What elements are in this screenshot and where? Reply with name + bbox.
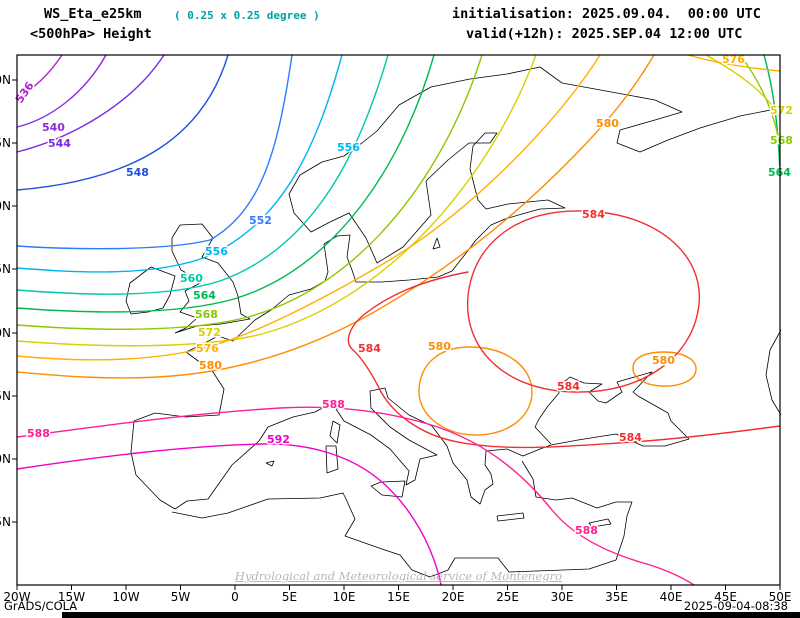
coastline [174,371,690,510]
coastline [265,460,275,467]
contour-label-556: 556 [205,245,228,258]
contour-label-588: 588 [322,398,345,411]
contour-label-560: 560 [180,272,203,285]
x-tick-label: 15E [387,590,410,604]
contour-line-536 [16,54,63,98]
contour-label-572: 572 [198,326,221,339]
contour-label-576: 576 [196,342,219,355]
contour-line-552 [16,54,293,250]
contour-label-584: 584 [619,431,642,444]
x-tick-label: 0 [231,590,239,604]
x-tick-label: 20W [3,590,30,604]
contour-line-544 [16,54,165,153]
contour-label-580: 580 [199,359,222,372]
y-tick-label: 50N [0,326,11,340]
contour-line-592 [16,443,442,586]
valid-time-label: valid(+12h): 2025.SEP.04 12:00 UTC [466,26,743,42]
contour-line-540 [16,54,107,128]
coastline [125,266,176,315]
contour-line-548 [16,54,229,191]
contour-line-576 [16,54,601,361]
contour-line-564 [16,54,435,313]
contour-line-580 [632,351,697,387]
contour-label-548: 548 [126,166,149,179]
contour-line-572 [705,54,781,118]
x-tick-label: 50E [769,590,792,604]
contour-label-552: 552 [249,214,272,227]
contour-label-588: 588 [575,524,598,537]
contour-line-588 [16,406,695,586]
x-tick-label: 35E [605,590,628,604]
y-tick-label: 40N [0,452,11,466]
grads-credit: GrADS/COLA [4,599,78,613]
x-tick-label: 25E [496,590,519,604]
coastline [765,329,782,416]
contour-line-560 [16,54,389,295]
x-tick-label: 20E [442,590,465,604]
x-tick-label: 40E [660,590,683,604]
x-tick-label: 10E [333,590,356,604]
contour-label-564: 564 [193,289,216,302]
x-tick-label: 10W [112,590,139,604]
y-tick-label: 65N [0,136,11,150]
contour-label-540: 540 [42,121,65,134]
contour-label-556: 556 [337,141,360,154]
coastline [496,512,525,522]
coastline [370,480,406,498]
contour-line-576 [687,54,781,72]
coastline [171,223,251,334]
y-tick-label: 45N [0,389,11,403]
contour-label-568: 568 [770,134,793,147]
contour-line-580 [418,346,533,436]
y-tick-label: 55N [0,262,11,276]
y-tick-label: 60N [0,199,11,213]
model-name: WS_Eta_e25km [44,6,142,22]
contour-label-588: 588 [27,427,50,440]
creation-timestamp: 2025-09-04-08:38 [683,599,788,613]
contour-line-584 [466,210,700,393]
coastline [171,460,633,578]
contour-label-568: 568 [195,308,218,321]
contour-line-572 [16,54,537,347]
contour-label-572: 572 [770,104,793,117]
x-tick-label: 30E [551,590,574,604]
initialisation-time-label: initialisation: 2025.09.04. 00:00 UTC [452,6,761,22]
coastline [325,445,339,474]
contour-label-592: 592 [267,433,290,446]
contour-line-568 [16,54,483,330]
contour-label-544: 544 [48,137,71,150]
coastline [588,518,612,528]
field-title: <500hPa> Height [30,26,152,42]
map-border [16,54,781,586]
contour-label-580: 580 [652,354,675,367]
y-tick-label: 35N [0,515,11,529]
resolution-label: ( 0.25 x 0.25 degree ) [174,9,320,22]
contour-line-556 [16,54,343,273]
coastline [130,66,782,510]
contour-label-584: 584 [582,208,605,221]
contour-label-584: 584 [557,380,580,393]
contour-line-584 [347,271,781,449]
contour-label-584: 584 [358,342,381,355]
coastline [432,237,441,250]
contour-label-580: 580 [428,340,451,353]
y-tick-label: 70N [0,73,11,87]
coastline [329,420,341,444]
x-tick-label: 5E [282,590,297,604]
x-tick-label: 15W [58,590,85,604]
bottom-bar [62,612,800,618]
x-tick-label: 5W [171,590,191,604]
contour-label-580: 580 [596,117,619,130]
watermark-text: Hydrological and Meteorological service … [234,569,563,583]
x-tick-label: 45E [714,590,737,604]
